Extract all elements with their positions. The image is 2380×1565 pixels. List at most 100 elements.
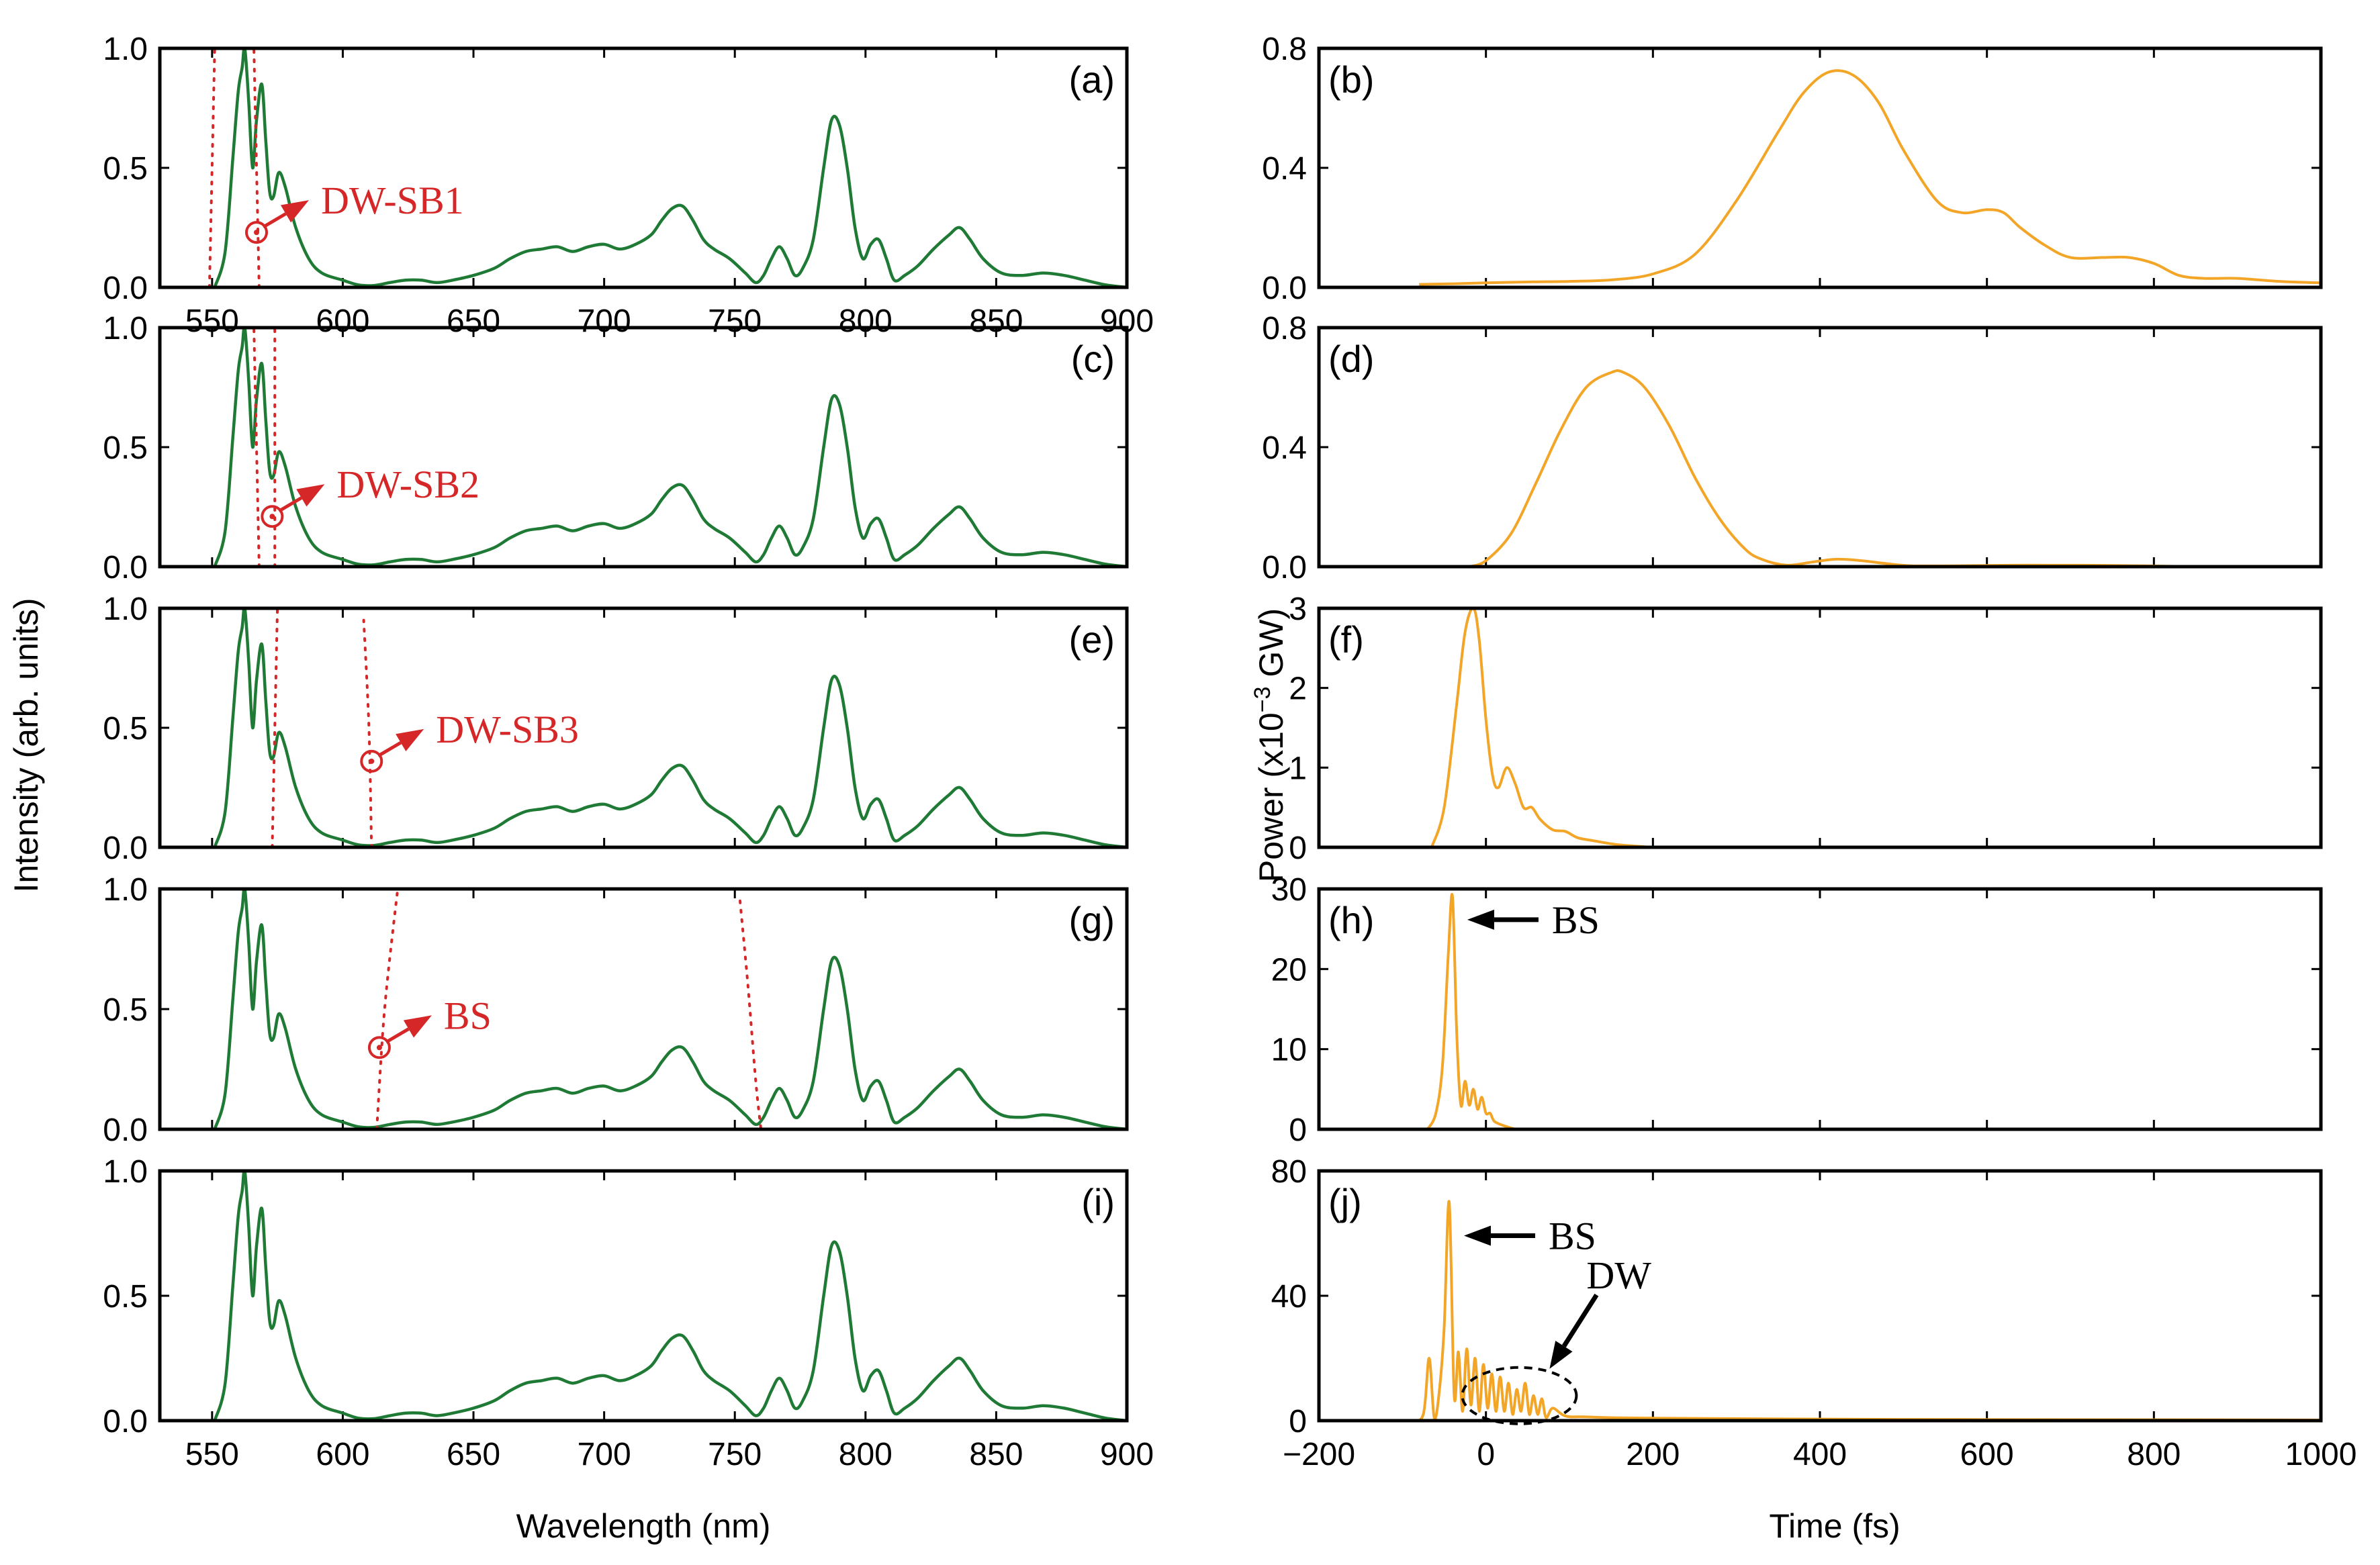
panel-f: 0 1 2 3 (f) bbox=[1289, 591, 2323, 866]
dw-arrow-shaft bbox=[1561, 1293, 1599, 1347]
axes-frame bbox=[1317, 326, 2323, 569]
axes-frame bbox=[1317, 887, 2323, 1131]
marker-dot bbox=[369, 758, 375, 764]
x-tick-label: 0 bbox=[1477, 1437, 1495, 1472]
y-tick-label: 40 bbox=[1271, 1279, 1307, 1315]
y-tick-label: 1.0 bbox=[103, 32, 148, 67]
marker-arrow-shaft bbox=[278, 496, 303, 513]
axes-frame bbox=[1317, 1169, 2323, 1423]
panel-g: 0.0 0.5 1.0 (g) BS bbox=[103, 872, 1129, 1148]
y-tick-label: 0.8 bbox=[1262, 311, 1307, 346]
x-tick-label: 1000 bbox=[2285, 1437, 2357, 1472]
y-tick-label: 0.5 bbox=[103, 711, 148, 747]
right-ylabel: Power (x10−3 GW) bbox=[1250, 608, 1290, 882]
panel-label: (h) bbox=[1328, 899, 1374, 941]
panel-label: (f) bbox=[1328, 618, 1364, 661]
y-tick-label: 30 bbox=[1271, 872, 1307, 908]
y-tick-label: 0.5 bbox=[103, 1279, 148, 1315]
left-ylabel: Intensity (arb. units) bbox=[7, 598, 45, 892]
x-tick-label: 700 bbox=[578, 1437, 631, 1472]
marker-arrow-shaft bbox=[377, 741, 402, 757]
power-line bbox=[1419, 69, 2321, 286]
panel-label: (a) bbox=[1069, 58, 1115, 101]
guide-dotted-2 bbox=[362, 618, 373, 847]
x-tick-label: 900 bbox=[1100, 1437, 1154, 1472]
panel-e: 0.0 0.5 1.0 (e) DW-SB3 bbox=[103, 591, 1129, 866]
plot-area bbox=[1430, 608, 1653, 847]
y-tick-label: 0.8 bbox=[1262, 32, 1307, 67]
y-tick-label: 0.0 bbox=[103, 271, 148, 306]
y-tick-label: 3 bbox=[1289, 591, 1307, 627]
guide-dotted-1 bbox=[271, 608, 279, 847]
left-xlabel: Wavelength (nm) bbox=[516, 1507, 771, 1545]
marker-arrow-head bbox=[396, 728, 424, 752]
y-tick-label: 0.4 bbox=[1262, 151, 1307, 187]
annotation-label: DW-SB1 bbox=[321, 179, 464, 222]
y-tick-label: 0.0 bbox=[103, 550, 148, 585]
panel-label: (b) bbox=[1328, 58, 1374, 101]
y-tick-label: 20 bbox=[1271, 952, 1307, 988]
y-tick-label: 0.5 bbox=[103, 430, 148, 466]
y-tick-label: 80 bbox=[1271, 1154, 1307, 1190]
plot-area bbox=[213, 889, 1127, 1129]
power-line bbox=[1430, 608, 1653, 847]
y-tick-label: 0.4 bbox=[1262, 430, 1307, 466]
guide-dotted-2 bbox=[739, 899, 763, 1129]
annotation-label: DW-SB3 bbox=[436, 708, 579, 751]
marker-circle bbox=[360, 749, 383, 773]
y-tick-label: 1.0 bbox=[103, 591, 148, 627]
y-tick-label: 10 bbox=[1271, 1033, 1307, 1068]
x-tick-label: 800 bbox=[2127, 1437, 2181, 1472]
plot-area bbox=[208, 48, 1127, 287]
y-tick-label: 0.5 bbox=[103, 992, 148, 1028]
x-tick-label: −200 bbox=[1283, 1437, 1355, 1472]
right-xlabel: Time (fs) bbox=[1769, 1507, 1900, 1545]
y-tick-label: 0 bbox=[1289, 1112, 1307, 1148]
y-tick-label: 0.0 bbox=[103, 1112, 148, 1148]
y-tick-label: 0 bbox=[1289, 1404, 1307, 1439]
marker-dot bbox=[269, 514, 275, 520]
x-tick-label: 550 bbox=[185, 1437, 239, 1472]
panel-label: (i) bbox=[1081, 1181, 1115, 1223]
axes-frame bbox=[1317, 606, 2323, 849]
plot-area bbox=[213, 1171, 1127, 1421]
plot-area bbox=[1419, 69, 2321, 286]
y-tick-label: 1.0 bbox=[103, 872, 148, 908]
guide-dotted-2 bbox=[253, 48, 261, 287]
panel-label: (e) bbox=[1069, 618, 1115, 661]
panel-c: 0.0 0.5 1.0 (c) DW-SB2 bbox=[103, 311, 1129, 585]
x-tick-label: 600 bbox=[316, 1437, 369, 1472]
spectrum-line bbox=[213, 328, 1127, 567]
power-line bbox=[1410, 1200, 2321, 1421]
marker-circle bbox=[261, 505, 284, 528]
plot-area bbox=[1426, 893, 1516, 1129]
axes-frame bbox=[158, 887, 1129, 1131]
y-tick-label: 2 bbox=[1289, 671, 1307, 707]
marker-arrow-head bbox=[296, 484, 325, 507]
marker-arrow-shaft bbox=[262, 212, 287, 229]
bs-label: BS bbox=[1549, 1215, 1596, 1258]
y-tick-label: 1.0 bbox=[103, 311, 148, 346]
bs-arrow-head bbox=[1467, 909, 1494, 930]
axes-frame bbox=[1317, 46, 2323, 289]
panel-label: (j) bbox=[1328, 1181, 1362, 1223]
marker-circle bbox=[245, 221, 268, 244]
y-tick-label: 0.0 bbox=[103, 831, 148, 866]
axes-frame bbox=[158, 46, 1129, 289]
axes-frame bbox=[158, 326, 1129, 569]
marker-dot bbox=[376, 1045, 382, 1051]
dw-label: DW bbox=[1586, 1253, 1651, 1297]
bs-label: BS bbox=[1552, 898, 1600, 942]
power-line bbox=[1426, 893, 1516, 1129]
panel-label: (c) bbox=[1071, 338, 1115, 380]
y-tick-label: 0.5 bbox=[103, 151, 148, 187]
axes-frame bbox=[158, 1169, 1129, 1423]
spectrum-line bbox=[213, 48, 1127, 287]
panel-i: 550 600 650 700 750 800 850 900 0.0 0.5 1.0 (i) bbox=[103, 1154, 1154, 1472]
dw-ellipse bbox=[1461, 1366, 1578, 1425]
spectrum-line bbox=[213, 608, 1127, 847]
bs-arrow-head bbox=[1463, 1225, 1491, 1246]
dw-arrow-head bbox=[1549, 1341, 1573, 1369]
plot-area bbox=[213, 328, 1127, 567]
